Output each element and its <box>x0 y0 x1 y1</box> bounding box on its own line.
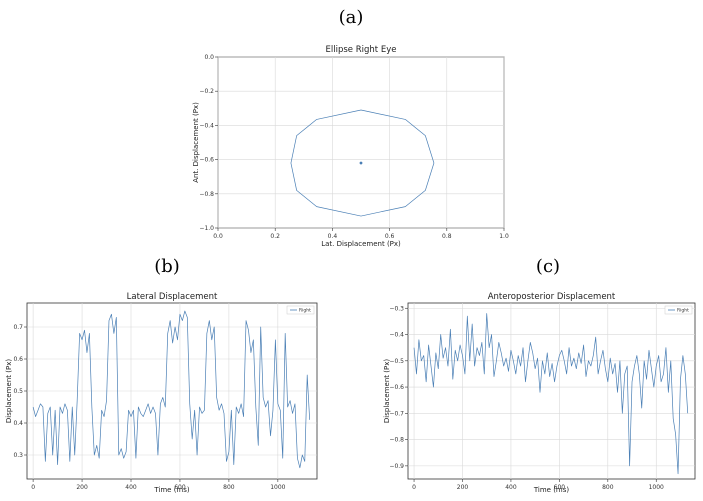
y-tick-label: 0.4 <box>13 420 23 427</box>
y-tick-label: 0.3 <box>13 452 23 459</box>
x-tick-label: 600 <box>554 484 566 491</box>
x-tick-label: 1.0 <box>499 233 509 240</box>
x-tick-label: 800 <box>602 484 614 491</box>
x-tick-label: 400 <box>505 484 517 491</box>
x-tick-label: 0 <box>412 484 416 491</box>
series-line <box>32 310 311 469</box>
chart-title: Lateral Displacement <box>127 292 218 302</box>
y-tick-label: −0.5 <box>389 358 404 365</box>
x-axis-label: Time (ms) <box>533 486 570 494</box>
x-tick-label: 0.4 <box>328 233 338 240</box>
plot-area <box>217 56 505 229</box>
y-tick-label: −0.2 <box>199 88 214 95</box>
y-tick-label: −0.7 <box>389 410 404 417</box>
x-tick-label: 0.2 <box>270 233 280 240</box>
y-tick-label: −0.4 <box>389 332 404 339</box>
y-tick-label: −0.3 <box>389 305 404 312</box>
y-axis-label: Displacement (Px) <box>383 359 391 423</box>
chart-title: Ellipse Right Eye <box>326 45 397 55</box>
x-tick-label: 0.8 <box>442 233 452 240</box>
panel-label-c: (c) <box>536 256 560 277</box>
y-tick-label: 0.5 <box>13 388 23 395</box>
x-tick-label: 0 <box>31 484 35 491</box>
y-tick-label: 0.0 <box>204 54 214 61</box>
y-tick-label: 0.7 <box>13 324 23 331</box>
x-tick-label: 1000 <box>270 484 285 491</box>
x-tick-label: 0.0 <box>213 233 223 240</box>
anteroposterior-displacement-chart: 0 200 400 600 800 1000 −0.3 −0.4 −0.5 −0.6 −0.7 −0.… <box>383 292 696 494</box>
y-tick-label: −0.6 <box>199 157 214 164</box>
ellipse-chart: 0.0 0.2 0.4 0.6 0.8 1.0 0.0 −0.2 −0.4 −0.6 −0.8 −1.… <box>192 45 509 248</box>
x-axis-label: Time (ms) <box>153 486 190 494</box>
y-tick-label: −0.8 <box>199 191 214 198</box>
center-point <box>359 161 363 165</box>
y-axis-label: Ant. Displacement (Px) <box>192 102 200 183</box>
x-tick-label: 600 <box>174 484 186 491</box>
y-tick-label: −0.9 <box>389 463 404 470</box>
x-tick-label: 400 <box>125 484 137 491</box>
y-axis-label: Displacement (Px) <box>5 359 13 423</box>
legend <box>664 305 693 315</box>
y-tick-label: −0.6 <box>389 384 404 391</box>
plot-area <box>407 302 696 480</box>
x-tick-label: 200 <box>76 484 88 491</box>
y-tick-label: −0.8 <box>389 437 404 444</box>
series-line <box>413 313 689 475</box>
lateral-displacement-chart: 0 200 400 600 800 1000 0.3 0.4 0.5 0.6 0.7 Right L… <box>5 292 318 494</box>
x-tick-label: 200 <box>457 484 469 491</box>
series-line <box>290 109 435 217</box>
panel-label-a: (a) <box>339 7 364 28</box>
chart-title: Anteroposterior Displacement <box>488 292 616 302</box>
legend-entry: Right <box>677 308 689 314</box>
y-tick-label: −1.0 <box>199 225 214 232</box>
x-tick-label: 1000 <box>649 484 664 491</box>
x-axis-label: Lat. Displacement (Px) <box>321 240 401 248</box>
legend <box>286 305 315 315</box>
legend-entry: Right <box>299 308 311 314</box>
x-tick-label: 800 <box>223 484 235 491</box>
x-tick-label: 0.6 <box>385 233 395 240</box>
panel-label-b: (b) <box>154 256 180 277</box>
y-tick-label: 0.6 <box>13 356 23 363</box>
y-tick-label: −0.4 <box>199 122 214 129</box>
